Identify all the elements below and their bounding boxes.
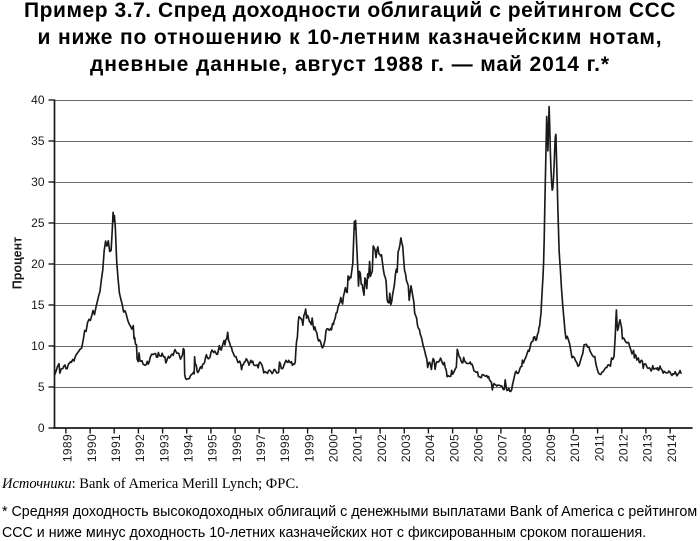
- svg-text:1997: 1997: [254, 434, 268, 462]
- svg-text:2003: 2003: [399, 434, 413, 462]
- svg-text:2000: 2000: [327, 434, 341, 462]
- svg-text:2004: 2004: [423, 434, 437, 462]
- svg-text:0: 0: [38, 421, 45, 435]
- svg-text:2008: 2008: [520, 434, 534, 462]
- svg-text:2010: 2010: [568, 434, 582, 462]
- svg-text:1994: 1994: [182, 434, 196, 462]
- svg-text:1995: 1995: [206, 434, 220, 462]
- svg-text:1989: 1989: [61, 434, 75, 462]
- svg-text:1999: 1999: [302, 434, 316, 462]
- svg-text:2009: 2009: [544, 434, 558, 462]
- svg-text:25: 25: [31, 216, 45, 230]
- svg-text:30: 30: [31, 175, 45, 189]
- svg-text:2002: 2002: [375, 434, 389, 462]
- svg-text:40: 40: [31, 93, 45, 107]
- svg-text:Процент: Процент: [11, 237, 25, 290]
- svg-text:1996: 1996: [230, 434, 244, 462]
- svg-text:2007: 2007: [496, 434, 510, 462]
- svg-text:5: 5: [38, 380, 45, 394]
- svg-text:10: 10: [31, 339, 45, 353]
- svg-text:15: 15: [31, 298, 45, 312]
- svg-text:2001: 2001: [351, 434, 365, 462]
- svg-text:1990: 1990: [85, 434, 99, 462]
- svg-text:2014: 2014: [665, 434, 679, 462]
- svg-text:2011: 2011: [592, 434, 606, 461]
- svg-text:2005: 2005: [447, 434, 461, 462]
- svg-text:2012: 2012: [617, 434, 631, 462]
- svg-text:2013: 2013: [641, 434, 655, 462]
- svg-text:1992: 1992: [133, 434, 147, 462]
- svg-text:20: 20: [31, 257, 45, 271]
- svg-text:1991: 1991: [109, 434, 123, 462]
- svg-text:1998: 1998: [278, 434, 292, 462]
- svg-text:35: 35: [31, 134, 45, 148]
- svg-text:2006: 2006: [472, 434, 486, 462]
- svg-text:1993: 1993: [157, 434, 171, 462]
